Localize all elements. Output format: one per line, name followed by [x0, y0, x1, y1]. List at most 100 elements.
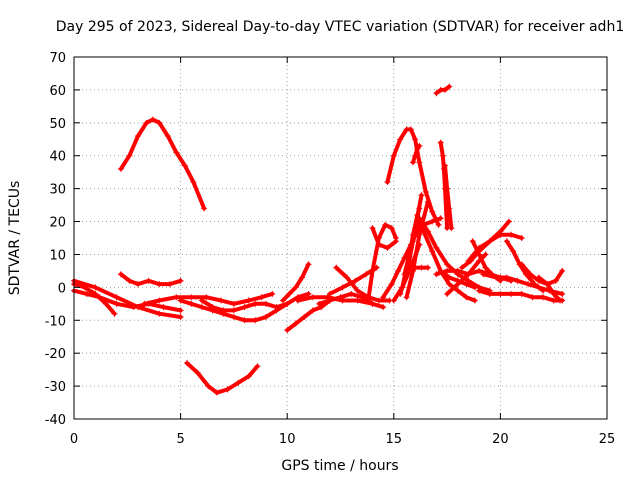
- data-point: [508, 290, 515, 297]
- data-point: [117, 165, 124, 172]
- data-point: [235, 379, 242, 386]
- plot-frame: [73, 56, 608, 420]
- data-point: [220, 307, 227, 314]
- series-arc-13: [316, 290, 376, 307]
- data-point: [166, 281, 173, 288]
- data-point: [471, 284, 478, 291]
- data-point: [550, 290, 557, 297]
- data-point: [269, 290, 276, 297]
- data-point: [444, 185, 451, 192]
- data-point: [471, 297, 478, 304]
- data-point: [552, 277, 559, 284]
- data-point: [292, 320, 299, 327]
- series-arc-15: [326, 264, 380, 297]
- data-point: [198, 304, 205, 311]
- data-point: [262, 313, 269, 320]
- series-trace: [385, 127, 441, 227]
- data-point: [230, 313, 237, 320]
- data-point: [141, 300, 148, 307]
- data-point: [437, 215, 444, 222]
- data-point: [113, 300, 120, 307]
- series-arc-40: [535, 274, 564, 304]
- data-point: [126, 152, 133, 159]
- data-point: [375, 297, 382, 304]
- data-point: [503, 238, 510, 245]
- data-point: [198, 297, 205, 304]
- data-point: [510, 248, 517, 255]
- data-point: [209, 304, 216, 311]
- series-trace: [317, 291, 375, 306]
- data-point: [508, 231, 515, 238]
- series-arc-29: [441, 162, 455, 232]
- data-point: [418, 192, 425, 199]
- data-point: [273, 304, 280, 311]
- data-point: [113, 294, 120, 301]
- data-point: [348, 290, 355, 297]
- data-point: [337, 294, 344, 301]
- data-point: [525, 281, 532, 288]
- data-point: [416, 159, 423, 166]
- data-point: [309, 294, 316, 301]
- data-point: [405, 267, 412, 274]
- data-point: [363, 271, 370, 278]
- data-point: [369, 225, 376, 232]
- data-point: [469, 238, 476, 245]
- series-arc-41: [433, 83, 453, 97]
- data-point: [134, 132, 141, 139]
- data-point: [230, 300, 237, 307]
- x-tick-label: 5: [176, 432, 184, 447]
- data-point: [301, 313, 308, 320]
- data-point: [218, 297, 225, 304]
- y-tick-label: 40: [49, 150, 66, 165]
- data-point: [412, 152, 419, 159]
- data-point: [241, 304, 248, 311]
- data-point: [245, 297, 252, 304]
- data-point: [230, 307, 237, 314]
- data-point: [177, 297, 184, 304]
- data-point: [326, 290, 333, 297]
- data-point: [482, 264, 489, 271]
- data-point: [164, 132, 171, 139]
- series-trace: [411, 143, 422, 165]
- data-point: [424, 198, 431, 205]
- data-point: [305, 290, 312, 297]
- series-trace: [443, 163, 454, 231]
- data-point: [284, 327, 291, 334]
- data-point: [497, 290, 504, 297]
- data-point: [429, 218, 436, 225]
- data-point: [384, 179, 391, 186]
- series-arc-19: [384, 126, 442, 228]
- data-point: [463, 294, 470, 301]
- data-point: [388, 281, 395, 288]
- data-point: [412, 225, 419, 232]
- series-trace: [504, 239, 545, 293]
- grid-lines: [74, 57, 607, 419]
- data-point: [424, 264, 431, 271]
- data-point: [188, 294, 195, 301]
- data-point: [390, 297, 397, 304]
- data-point: [392, 238, 399, 245]
- data-point: [173, 149, 180, 156]
- data-point: [224, 386, 231, 393]
- series-trace: [142, 291, 275, 306]
- data-point: [194, 369, 201, 376]
- data-point: [397, 290, 404, 297]
- data-point: [333, 264, 340, 271]
- data-point: [465, 258, 472, 265]
- series-arc-27: [409, 142, 423, 166]
- y-tick-label: 60: [49, 84, 66, 99]
- y-tick-label: 30: [49, 183, 66, 198]
- data-point: [380, 304, 387, 311]
- data-point: [294, 297, 301, 304]
- data-point: [416, 231, 423, 238]
- data-point: [446, 205, 453, 212]
- data-point: [190, 179, 197, 186]
- y-tick-label: -10: [45, 314, 66, 329]
- data-point: [448, 225, 455, 232]
- y-axis-label: SDTVAR / TECUs: [7, 181, 23, 296]
- data-point: [354, 297, 361, 304]
- data-point: [429, 208, 436, 215]
- data-point: [375, 241, 382, 248]
- data-point: [493, 274, 500, 281]
- series-trace: [72, 278, 183, 319]
